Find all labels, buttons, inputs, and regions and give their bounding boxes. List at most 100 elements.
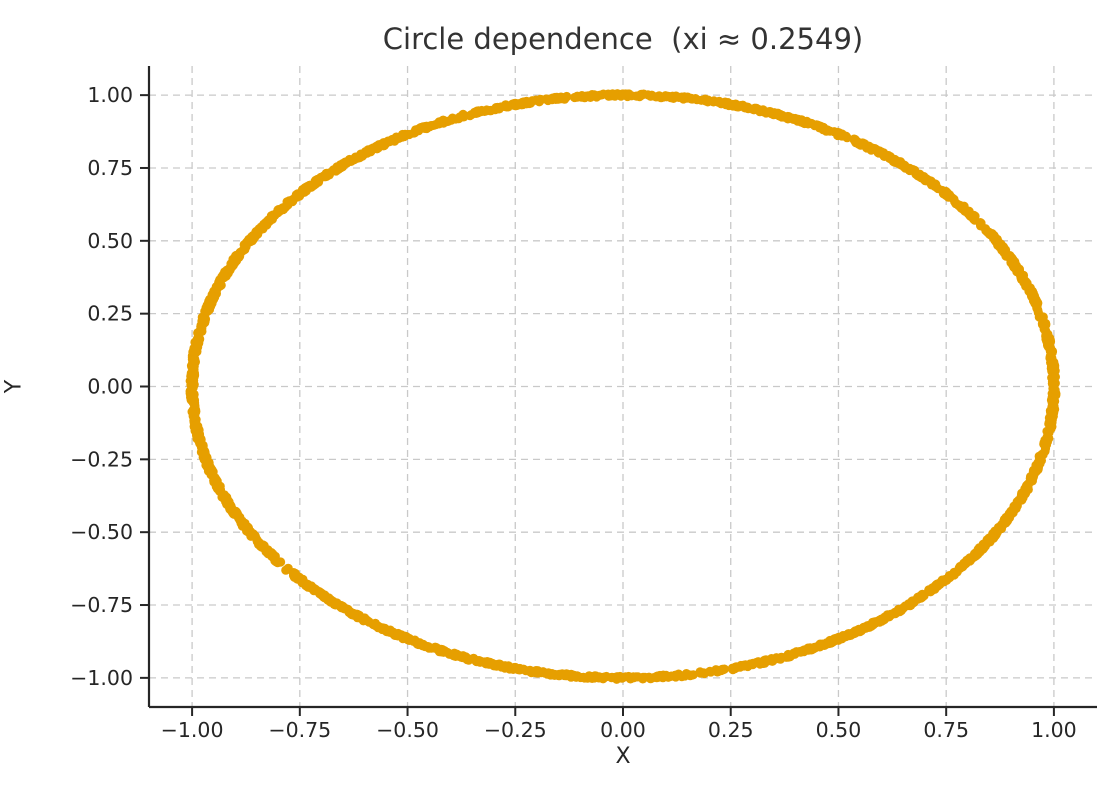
x-tick-label: 1.00 — [1031, 718, 1077, 742]
data-point — [197, 323, 207, 333]
data-point — [1009, 262, 1019, 272]
data-point — [1047, 398, 1057, 408]
data-point — [1041, 331, 1051, 341]
data-point — [578, 672, 589, 682]
data-point — [647, 90, 657, 100]
data-point — [370, 618, 380, 629]
data-point — [188, 398, 198, 408]
data-point — [309, 585, 319, 595]
data-point — [393, 628, 403, 639]
data-point — [692, 95, 702, 105]
data-point — [1050, 385, 1060, 395]
data-point — [791, 114, 801, 124]
data-point — [255, 541, 266, 551]
x-axis-label: X — [615, 744, 631, 769]
data-point — [312, 175, 322, 185]
chart-title: Circle dependence (xi ≈ 0.2549) — [382, 22, 864, 56]
data-point — [382, 627, 392, 637]
data-point — [192, 431, 202, 441]
data-point — [235, 516, 245, 526]
data-point — [536, 95, 546, 105]
data-point — [994, 525, 1004, 535]
data-point — [734, 102, 744, 112]
data-point — [758, 105, 768, 115]
data-point — [191, 420, 201, 430]
data-point — [270, 556, 280, 566]
data-point — [830, 633, 841, 644]
data-point — [984, 227, 994, 237]
data-point — [350, 152, 361, 162]
data-point — [1033, 308, 1043, 318]
data-point — [188, 371, 198, 381]
data-point — [965, 556, 975, 566]
data-point — [661, 670, 671, 681]
data-point — [1050, 360, 1060, 371]
data-point — [571, 672, 581, 682]
axis-ticks — [140, 94, 1055, 716]
data-point — [543, 669, 554, 679]
data-point — [330, 600, 341, 610]
data-point — [933, 183, 943, 194]
data-point — [281, 565, 291, 575]
data-point — [652, 671, 662, 681]
data-point — [819, 123, 829, 133]
data-point — [745, 659, 755, 669]
data-point — [948, 569, 958, 579]
data-point — [482, 105, 492, 115]
data-point — [459, 112, 469, 122]
data-point — [1009, 501, 1019, 511]
data-point — [973, 549, 983, 559]
data-point — [893, 607, 903, 617]
data-point — [1030, 299, 1040, 309]
scatter-series-circle — [185, 89, 1061, 684]
data-point — [795, 647, 805, 657]
data-point — [572, 92, 582, 102]
data-point — [290, 568, 300, 579]
data-point — [916, 591, 926, 601]
x-tick-label: −1.00 — [161, 718, 224, 742]
data-point — [614, 673, 624, 683]
data-point — [385, 136, 395, 146]
data-point — [598, 89, 609, 99]
data-point — [487, 658, 497, 668]
y-tick-label: 0.00 — [87, 375, 133, 399]
data-point — [984, 534, 994, 544]
data-point — [212, 283, 222, 293]
data-point — [767, 656, 777, 666]
data-point — [1042, 432, 1052, 442]
data-point — [220, 267, 230, 277]
data-point — [413, 639, 423, 649]
data-point — [521, 666, 531, 676]
data-point — [674, 92, 684, 102]
data-point — [397, 129, 408, 140]
data-point — [968, 211, 978, 221]
data-point — [189, 389, 199, 399]
data-point — [522, 96, 532, 106]
y-tick-label: 1.00 — [87, 83, 133, 107]
data-point — [189, 355, 200, 365]
data-point — [231, 507, 241, 517]
y-tick-label: 0.75 — [87, 156, 133, 180]
data-point — [873, 148, 883, 158]
data-point — [1021, 278, 1031, 288]
data-point — [192, 339, 203, 349]
data-point — [833, 130, 843, 141]
data-point — [610, 91, 620, 101]
data-point — [890, 154, 900, 165]
data-point — [861, 623, 871, 633]
data-point — [340, 157, 350, 167]
x-tick-label: 0.25 — [708, 718, 754, 742]
data-point — [1047, 407, 1057, 417]
data-point — [783, 113, 793, 123]
data-point — [239, 240, 249, 250]
data-point — [198, 315, 208, 325]
data-point — [258, 221, 268, 231]
data-point — [303, 579, 313, 589]
data-point — [267, 214, 277, 224]
data-point — [300, 183, 310, 193]
data-point — [683, 92, 693, 102]
grid-lines — [149, 66, 1097, 707]
data-point — [1039, 439, 1049, 449]
data-point — [1022, 486, 1032, 496]
